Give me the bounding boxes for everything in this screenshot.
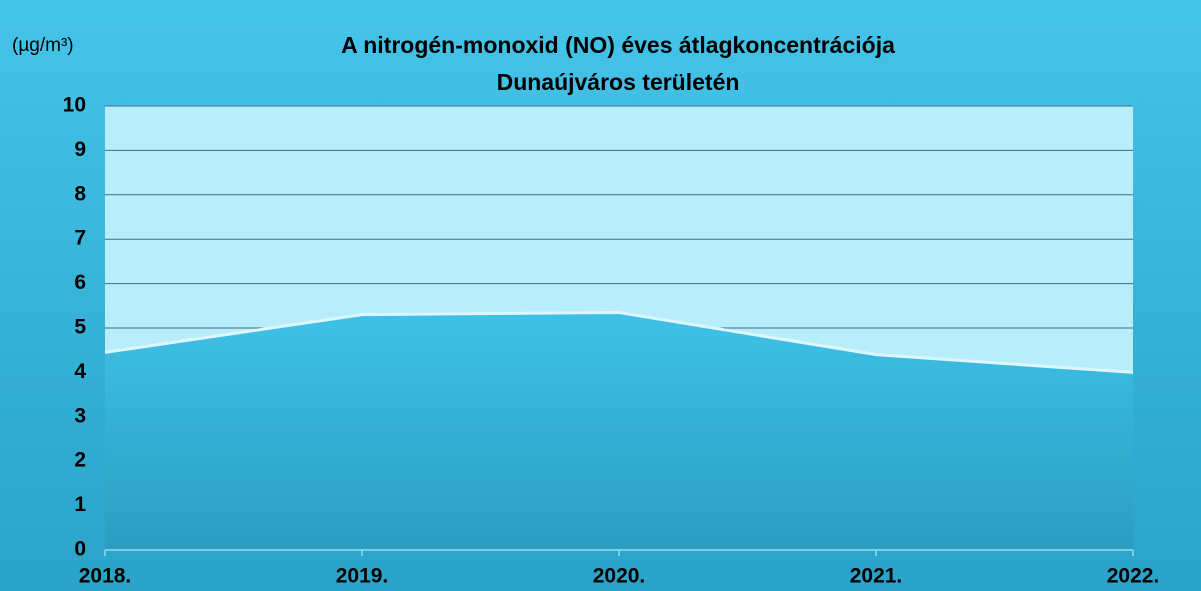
y-tick-label: 4 (74, 360, 86, 383)
y-tick-label: 9 (74, 138, 86, 161)
y-tick-label: 0 (74, 538, 86, 561)
area (105, 312, 1133, 550)
area-edge (104, 310, 1134, 374)
y-tick-label: 8 (74, 182, 86, 205)
y-tick-label: 1 (74, 493, 86, 516)
x-tick-label: 2022. (1107, 565, 1160, 588)
x-tick-label: 2020. (593, 565, 646, 588)
y-axis-label: (µg/m³) (12, 35, 74, 56)
chart-title: Dunaújváros területén (497, 69, 740, 95)
y-tick-label: 10 (63, 94, 86, 117)
y-tick-label: 5 (74, 316, 86, 339)
x-tick-label: 2021. (850, 565, 903, 588)
y-tick-label: 2 (74, 449, 86, 472)
y-tick-label: 6 (74, 271, 86, 294)
y-tick-label: 7 (74, 227, 86, 250)
x-tick-label: 2019. (336, 565, 389, 588)
y-tick-label: 3 (74, 404, 86, 427)
x-tick-label: 2018. (79, 565, 132, 588)
chart-title: A nitrogén-monoxid (NO) éves átlagkoncen… (341, 32, 895, 58)
